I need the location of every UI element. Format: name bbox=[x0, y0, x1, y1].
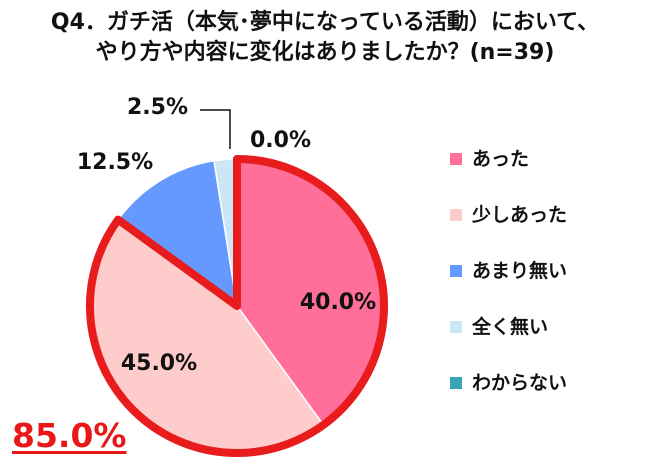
legend-swatch bbox=[450, 265, 462, 277]
highlight-outline bbox=[86, 155, 388, 457]
legend-swatch bbox=[450, 153, 462, 165]
chart-title-line1: Q4．ガチ活（本気･夢中になっている活動）において、 bbox=[50, 10, 600, 35]
legend-label: あった bbox=[472, 148, 530, 170]
chart-title: Q4．ガチ活（本気･夢中になっている活動）において、 やり方や内容に変化はありま… bbox=[0, 8, 650, 68]
leader-lines bbox=[200, 109, 231, 149]
slice-value-label: 40.0% bbox=[300, 290, 376, 315]
legend-swatch bbox=[450, 321, 462, 333]
chart-title-line2: やり方や内容に変化はありましたか？(n=39) bbox=[95, 40, 555, 65]
legend-swatch bbox=[450, 209, 462, 221]
slice-value-label: 45.0% bbox=[121, 351, 197, 376]
highlighted-total-label: 85.0% bbox=[12, 416, 127, 455]
slice-labels: 40.0% 45.0% 12.5% 2.5% 0.0% bbox=[77, 95, 376, 376]
legend-label: 全く無い bbox=[472, 316, 549, 338]
slice-value-label: 2.5% bbox=[127, 95, 188, 120]
leader-line bbox=[200, 109, 231, 149]
legend-label: 少しあった bbox=[472, 204, 568, 226]
slice-value-label: 0.0% bbox=[250, 128, 311, 153]
slice-value-label: 12.5% bbox=[77, 150, 153, 175]
legend-label: わからない bbox=[472, 372, 568, 394]
legend-label: あまり無い bbox=[472, 260, 568, 282]
pie-slices bbox=[89, 158, 385, 454]
highlight-outline-layer bbox=[86, 155, 388, 457]
slice-3 bbox=[117, 159, 239, 308]
legend-swatch bbox=[450, 377, 462, 389]
